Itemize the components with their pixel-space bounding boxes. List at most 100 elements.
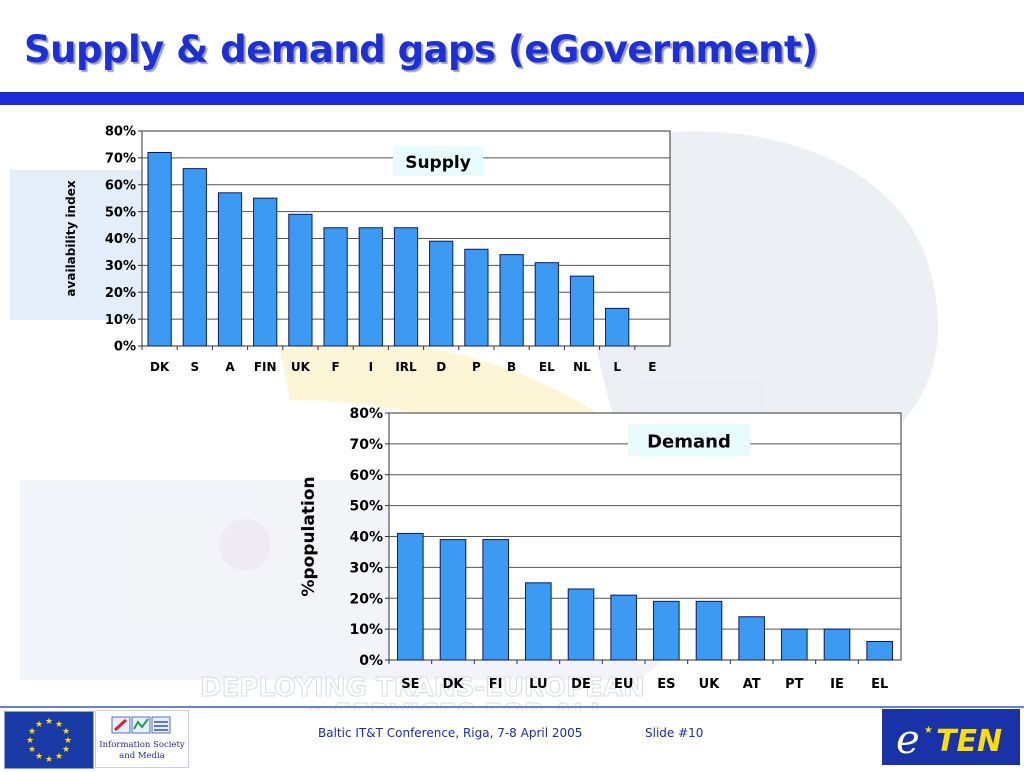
series-label-text: Supply [405, 153, 471, 173]
x-tick-label: D [436, 360, 446, 374]
y-tick-label: 80% [349, 406, 383, 422]
x-tick-label: L [613, 360, 621, 374]
x-tick-label: NL [573, 360, 591, 374]
bar [569, 275, 595, 347]
bar [499, 254, 524, 347]
x-tick-label: E [648, 360, 656, 374]
svg-text:★: ★ [55, 720, 63, 730]
x-tick-label: EL [539, 360, 555, 374]
x-tick-label: DK [150, 360, 170, 374]
bar [482, 539, 509, 661]
bar [605, 307, 630, 347]
bar [429, 240, 454, 347]
bar [439, 539, 467, 661]
svg-text:★: ★ [28, 745, 36, 755]
bar [182, 168, 207, 347]
x-tick-label: IRL [395, 360, 417, 374]
x-tick-label: EL [871, 677, 888, 692]
x-tick-label: F [331, 360, 339, 374]
bar [253, 197, 278, 347]
svg-text:★: ★ [62, 727, 70, 737]
y-tick-label: 0% [359, 653, 383, 669]
y-tick-label: 20% [105, 286, 136, 301]
bar [323, 227, 348, 347]
y-tick-label: 30% [105, 259, 136, 274]
information-society-logo: Information Society and Media [95, 710, 189, 768]
conference-text: Baltic IT&T Conference, Riga, 7-8 April … [318, 726, 583, 740]
svg-text:★: ★ [28, 727, 36, 737]
series-label-text: Demand [647, 432, 731, 453]
svg-text:★: ★ [26, 736, 34, 746]
x-tick-label: ES [657, 677, 675, 692]
bar [866, 640, 893, 661]
svg-text:★: ★ [64, 736, 72, 746]
y-tick-label: 50% [349, 499, 383, 515]
bar [358, 227, 383, 347]
bar [393, 227, 419, 347]
watermark-person-1 [219, 519, 271, 571]
y-tick-label: 50% [105, 205, 136, 220]
series-label-box [393, 146, 483, 176]
y-tick-label: 10% [105, 313, 136, 328]
eu-flag-logo: ★ ★ ★ ★ ★ ★ ★ ★ ★ ★ ★ ★ [4, 711, 94, 769]
watermark-text-line2: e-SERVICES FOR ALL [305, 699, 607, 710]
y-tick-label: 20% [349, 591, 383, 607]
bar [464, 248, 489, 347]
bar [525, 582, 552, 661]
information-society-text-1: Information Society [99, 740, 185, 750]
x-tick-label: B [507, 360, 516, 374]
footer-divider [0, 706, 1024, 708]
series-label-box [628, 424, 750, 456]
information-society-icon: Information Society and Media [99, 716, 185, 761]
eten-icon: e ★ TEN [896, 717, 1002, 763]
bar [534, 262, 559, 347]
bar [823, 628, 851, 661]
bar [217, 192, 243, 347]
y-tick-label: 70% [349, 437, 383, 453]
y-tick-label: 70% [105, 152, 136, 167]
svg-text:★: ★ [62, 745, 70, 755]
y-tick-label: 40% [349, 530, 383, 546]
eu-stars-icon: ★ ★★ ★★★ ★★★ ★★★ [26, 717, 72, 765]
x-tick-label: DE [571, 677, 591, 692]
supply-chart: 0% 10% 20% 30% 40% 50% 60% 70% 80% DK S A FIN UK F I IRL… [64, 125, 671, 374]
x-tick-label: S [190, 360, 199, 374]
bar [567, 588, 595, 661]
x-tick-label: LU [529, 677, 547, 692]
eten-star-icon: ★ [924, 725, 933, 736]
bar [610, 594, 637, 661]
bar [397, 532, 424, 661]
y-axis-label: availability index [64, 180, 78, 296]
slide-title: Supply & demand gaps (eGovernment) [24, 28, 818, 71]
x-tick-label: UK [699, 677, 721, 692]
x-tick-label: SE [401, 677, 419, 692]
x-tick-label: AT [743, 677, 761, 692]
x-tick-label: P [472, 360, 481, 374]
svg-text:★: ★ [45, 755, 53, 765]
y-tick-label: 0% [114, 340, 136, 355]
slide-number: Slide #10 [645, 726, 704, 740]
bar [653, 600, 680, 661]
bar [695, 600, 723, 661]
y-axis-label: %population [299, 476, 319, 596]
y-tick-label: 60% [349, 468, 383, 484]
bar [147, 152, 172, 347]
y-tick-label: 10% [349, 622, 383, 638]
svg-text:★: ★ [35, 720, 43, 730]
y-tick-label: 60% [105, 178, 136, 193]
x-tick-label: EU [614, 677, 633, 692]
x-tick-label: UK [291, 360, 311, 374]
eten-logo: e ★ TEN [882, 709, 1020, 765]
y-tick-label: 80% [105, 125, 136, 140]
watermark-text-line1: DEPLOYING TRANS-EUROPEAN [200, 673, 645, 703]
x-tick-label: FIN [254, 360, 277, 374]
svg-text:★: ★ [45, 717, 53, 727]
eten-e-letter: e [896, 717, 920, 763]
x-tick-label: DK [443, 677, 465, 692]
x-tick-label: IE [830, 677, 844, 692]
bar [738, 616, 765, 661]
bar [288, 213, 313, 347]
x-tick-label: A [225, 360, 235, 374]
y-tick-label: 40% [105, 232, 136, 247]
svg-text:★: ★ [35, 752, 43, 762]
